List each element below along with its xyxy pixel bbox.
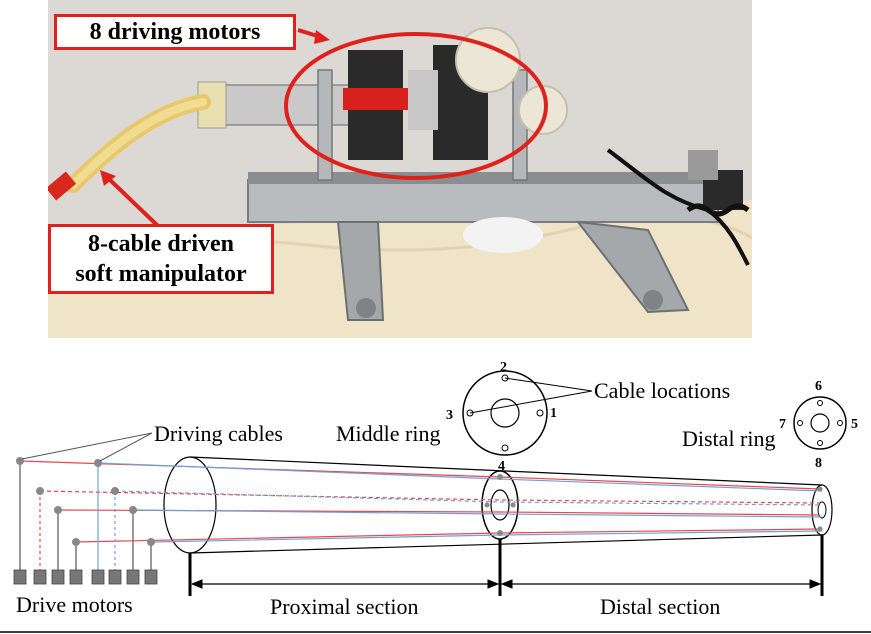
drive-motor-icons xyxy=(13,569,158,585)
middle-ring-number-2: 2 xyxy=(500,360,507,375)
callout-manipulator-box: 8-cable driven soft manipulator xyxy=(48,224,274,294)
driving-cables xyxy=(19,460,823,570)
middle-ring-number-3: 3 xyxy=(446,408,453,423)
callout-motors-label: 8 driving motors xyxy=(89,18,261,45)
distal-ring-number-6: 6 xyxy=(815,379,822,394)
distal-ring-number-7: 7 xyxy=(779,417,786,432)
callout-manipulator-label-1: 8-cable driven xyxy=(88,231,234,257)
proximal-section-label: Proximal section xyxy=(270,594,418,619)
distal-ring-number-5: 5 xyxy=(851,417,858,432)
middle-ring-number-4: 4 xyxy=(498,459,505,474)
distal-ring-detail xyxy=(793,396,847,450)
manipulator-outline xyxy=(163,456,833,554)
middle-ring-number-1: 1 xyxy=(550,406,557,421)
driving-cables-label: Driving cables xyxy=(154,421,283,446)
distal-section-label: Distal section xyxy=(600,594,720,619)
robot-photo-illustration xyxy=(48,0,752,338)
cable-red-dashed-2 xyxy=(39,490,821,504)
section-dimensions xyxy=(188,535,824,596)
middle-ring-label: Middle ring xyxy=(336,421,441,446)
cable-blue-dashed-2 xyxy=(114,490,823,506)
cable-blue-3 xyxy=(132,509,823,518)
cable-locations-label: Cable locations xyxy=(594,378,730,403)
callout-motors-box: 8 driving motors xyxy=(54,14,296,50)
callout-manipulator-label-2: soft manipulator xyxy=(75,261,247,287)
cable-blue-4 xyxy=(150,530,823,543)
middle-ring-detail xyxy=(462,370,593,456)
distal-ring-number-8: 8 xyxy=(815,456,822,471)
drive-motors-label: Drive motors xyxy=(16,592,133,617)
cable-blue-1 xyxy=(97,462,823,492)
robot-photo: 8 driving motors 8-cable driven soft man… xyxy=(48,0,752,338)
driving-cables-leaders xyxy=(21,432,153,462)
distal-ring-label: Distal ring xyxy=(682,426,776,451)
cable-anchor-dots xyxy=(16,457,823,546)
